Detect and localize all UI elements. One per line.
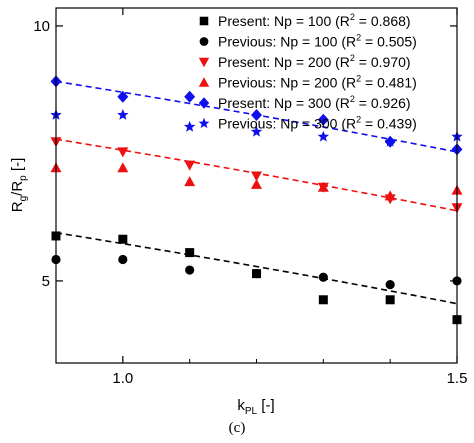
data-point-s3-4 [317, 181, 329, 192]
legend-series-name-1: Previous: Np = 100 (R [218, 34, 356, 50]
legend-series-name-4: Present: Np = 300 (R [218, 95, 350, 111]
legend-r2-superscript-4: 2 [350, 94, 355, 104]
legend-series-name-0: Present: Np = 100 (R [218, 13, 350, 29]
legend-series-name-5: Previous: Np = 300 (R [218, 116, 356, 132]
data-point-s3-2 [184, 176, 196, 187]
y-tick-label-1: 10 [33, 18, 50, 35]
data-point-s1-1 [118, 254, 128, 265]
data-point-s5-2 [184, 120, 196, 132]
legend-marker-5 [198, 117, 210, 129]
data-point-s5-5 [384, 135, 396, 147]
x-axis-label: kPL [-] [237, 397, 274, 417]
y-axis-label-s2: p [18, 175, 29, 181]
data-point-s0-1 [118, 234, 128, 244]
data-point-s5-3 [250, 125, 263, 137]
legend-marker-0 [199, 16, 209, 26]
legend-r2-superscript-1: 2 [356, 33, 361, 43]
legend-r2-value-4: = 0.926) [355, 95, 411, 111]
data-point-s5-1 [117, 109, 129, 120]
data-point-s3-3 [251, 178, 262, 189]
data-point-s2-3 [251, 171, 262, 182]
data-point-s0-2 [185, 248, 195, 258]
data-point-s0-5 [385, 295, 395, 305]
data-point-s2-1 [117, 147, 129, 158]
x-axis-label-tail: [-] [257, 397, 275, 414]
legend-marker-2 [198, 57, 210, 68]
legend-series-name-2: Present: Np = 200 (R [218, 54, 350, 70]
x-axis-label-sub: PL [245, 406, 258, 417]
fit-line-0 [55, 231, 458, 305]
legend-r2-superscript-5: 2 [356, 115, 361, 125]
legend-marker-1 [199, 37, 209, 46]
legend: Present: Np = 100 (R2 = 0.868)Previous: … [198, 12, 417, 132]
data-point-s2-2 [184, 160, 196, 171]
legend-r2-superscript-3: 2 [356, 74, 361, 84]
legend-label-0: Present: Np = 100 (R2 = 0.868) [218, 12, 411, 29]
y-axis-label: Rg/Rp [-] [9, 158, 29, 212]
data-point-s1-2 [185, 265, 195, 275]
legend-r2-value-0: = 0.868) [355, 13, 411, 29]
data-point-s4-2 [184, 90, 196, 103]
legend-marker-3 [198, 77, 210, 87]
legend-label-3: Previous: Np = 200 (R2 = 0.481) [218, 74, 417, 91]
legend-r2-value-1: = 0.505) [361, 34, 417, 50]
data-points [50, 75, 463, 325]
x-tick-label-1: 1.5 [447, 370, 468, 387]
data-point-s5-4 [317, 130, 329, 142]
data-point-s3-5 [384, 190, 396, 201]
y-axis-label-p3: [-] [9, 158, 26, 176]
legend-r2-value-5: = 0.439) [361, 116, 417, 132]
data-point-s4-3 [251, 108, 262, 121]
axis-ticks: 1.0 1.5 5 10 [33, 8, 467, 387]
y-axis-label-p1: R [9, 201, 26, 212]
legend-label-1: Previous: Np = 100 (R2 = 0.505) [218, 33, 417, 50]
figure-caption: (c) [228, 420, 246, 436]
data-point-s3-1 [117, 162, 129, 173]
x-tick-label-0: 1.0 [112, 370, 133, 387]
data-point-s1-5 [385, 280, 395, 290]
legend-series-name-3: Previous: Np = 200 (R [218, 75, 356, 91]
legend-label-5: Previous: Np = 300 (R2 = 0.439) [218, 115, 417, 132]
data-point-s1-4 [318, 272, 328, 282]
data-point-s4-1 [117, 90, 129, 103]
data-point-s0-4 [318, 295, 328, 305]
y-axis-label-p2: /R [9, 181, 26, 196]
legend-label-2: Present: Np = 200 (R2 = 0.970) [218, 53, 411, 70]
y-tick-label-0: 5 [42, 273, 50, 290]
data-point-s4-4 [317, 113, 329, 126]
legend-label-4: Present: Np = 300 (R2 = 0.926) [218, 94, 411, 111]
legend-r2-superscript-0: 2 [350, 12, 355, 22]
legend-r2-superscript-2: 2 [350, 53, 355, 63]
y-axis-label-s1: g [18, 196, 29, 202]
legend-marker-4 [198, 97, 210, 109]
legend-r2-value-2: = 0.970) [355, 54, 411, 70]
data-point-s1-3 [251, 269, 262, 279]
legend-r2-value-3: = 0.481) [361, 75, 417, 91]
x-axis-label-main: k [237, 397, 245, 414]
